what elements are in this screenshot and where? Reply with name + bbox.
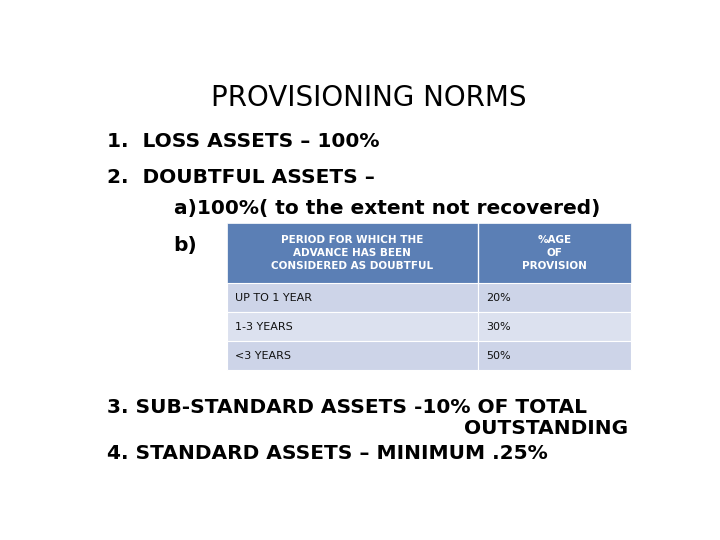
- Text: <3 YEARS: <3 YEARS: [235, 351, 291, 361]
- Text: a)100%( to the extent not recovered): a)100%( to the extent not recovered): [174, 199, 600, 218]
- Text: PERIOD FOR WHICH THE
ADVANCE HAS BEEN
CONSIDERED AS DOUBTFUL: PERIOD FOR WHICH THE ADVANCE HAS BEEN CO…: [271, 235, 433, 271]
- FancyBboxPatch shape: [227, 341, 477, 370]
- FancyBboxPatch shape: [227, 312, 477, 341]
- FancyBboxPatch shape: [477, 312, 631, 341]
- Text: UP TO 1 YEAR: UP TO 1 YEAR: [235, 293, 312, 302]
- Text: 1-3 YEARS: 1-3 YEARS: [235, 322, 293, 332]
- FancyBboxPatch shape: [477, 283, 631, 312]
- Text: 4. STANDARD ASSETS – MINIMUM .25%: 4. STANDARD ASSETS – MINIMUM .25%: [107, 444, 547, 463]
- Text: b): b): [174, 236, 197, 255]
- Text: %AGE
OF
PROVISION: %AGE OF PROVISION: [522, 235, 587, 271]
- Text: OUTSTANDING: OUTSTANDING: [107, 419, 628, 438]
- FancyBboxPatch shape: [227, 283, 477, 312]
- Text: 50%: 50%: [486, 351, 510, 361]
- FancyBboxPatch shape: [477, 341, 631, 370]
- Text: PROVISIONING NORMS: PROVISIONING NORMS: [211, 84, 527, 112]
- Text: 3. SUB-STANDARD ASSETS -10% OF TOTAL: 3. SUB-STANDARD ASSETS -10% OF TOTAL: [107, 399, 587, 417]
- Text: 2.  DOUBTFUL ASSETS –: 2. DOUBTFUL ASSETS –: [107, 167, 374, 186]
- Text: 1.  LOSS ASSETS – 100%: 1. LOSS ASSETS – 100%: [107, 132, 379, 151]
- FancyBboxPatch shape: [227, 223, 631, 283]
- Text: 20%: 20%: [486, 293, 510, 302]
- Text: 30%: 30%: [486, 322, 510, 332]
